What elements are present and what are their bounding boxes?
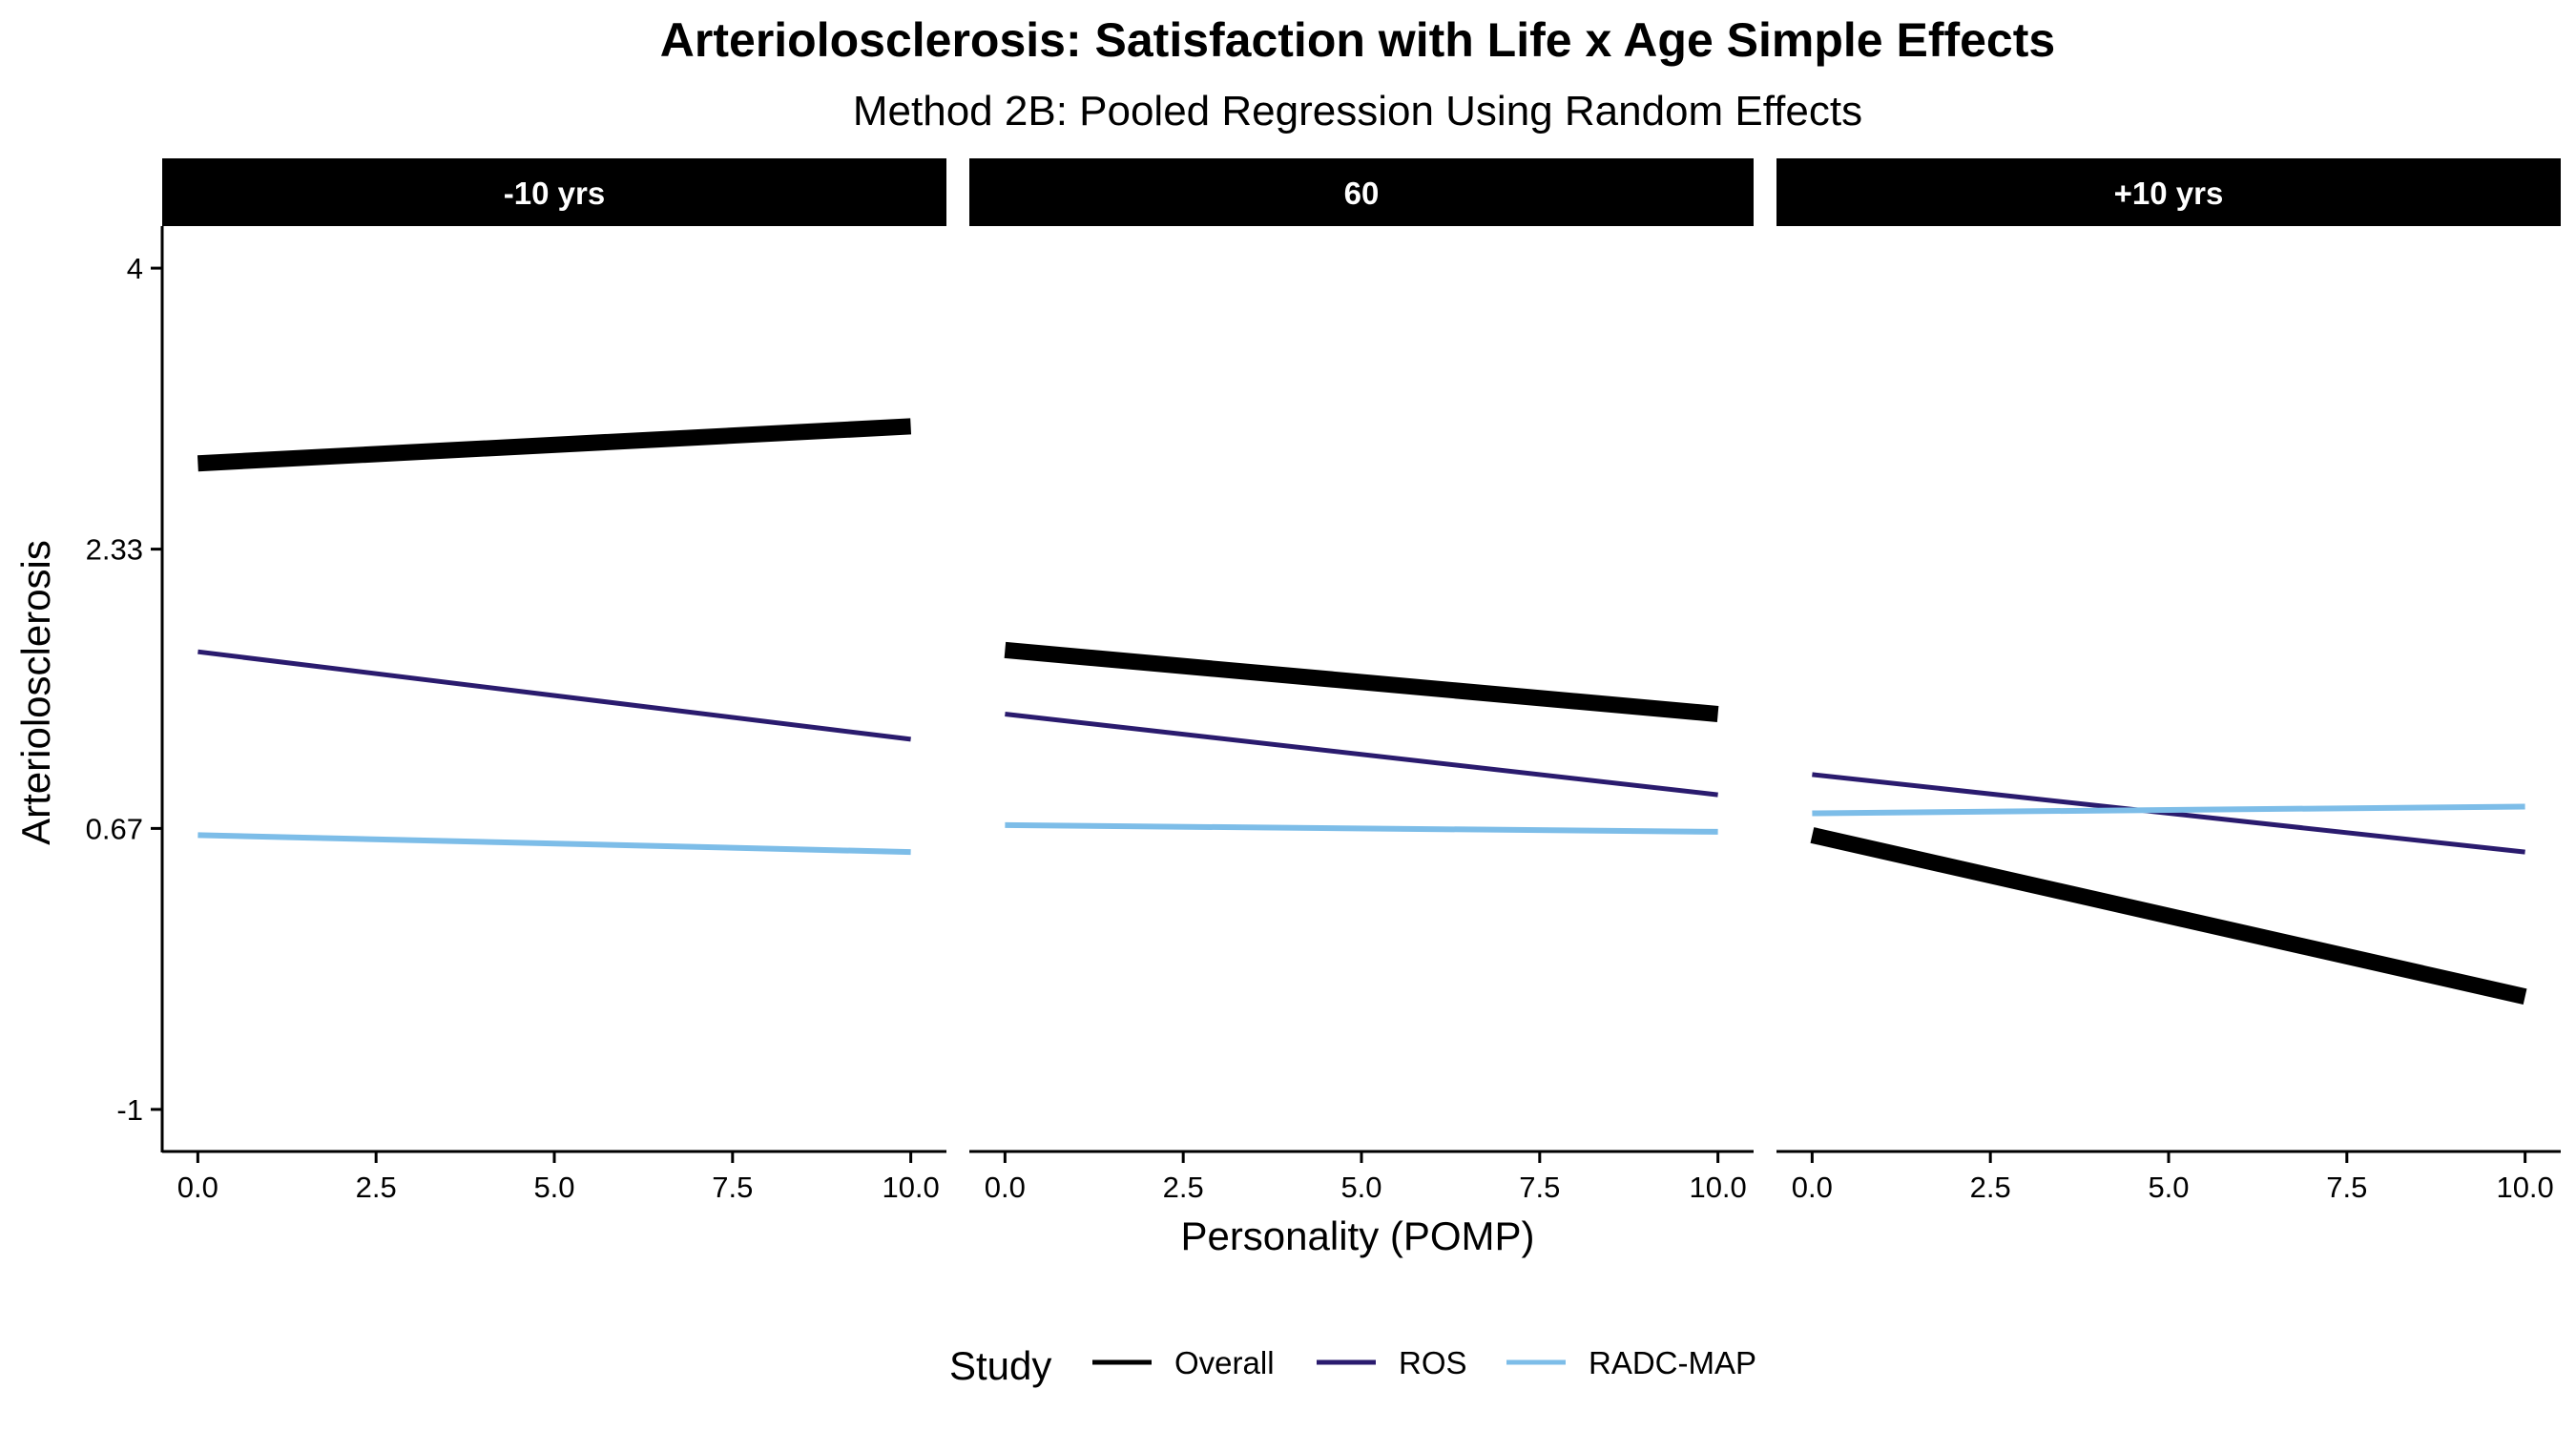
y-axis-title: Arteriolosclerosis [13,540,58,845]
chart-subtitle: Method 2B: Pooled Regression Using Rando… [853,88,1862,135]
series-line-radc-map [1812,803,2525,817]
legend-title: Study [949,1343,1051,1388]
y-tick-label: 2.33 [86,533,143,567]
x-tick-label: 5.0 [533,1171,574,1204]
series-line-radc-map [197,832,911,856]
y-axis: -1 0.67 2.33 4 [86,226,164,1152]
series-line-overall [197,418,912,472]
strip-label: -10 yrs [504,176,605,211]
panel-3: +10 yrs 0.0 2.5 5.0 7.5 10.0 [1776,158,2561,1204]
x-tick-label: 2.5 [1163,1171,1204,1204]
series-line-ros [1005,712,1718,798]
x-tick-label: 10.0 [1689,1171,1746,1204]
facet-panels: -10 yrs 0.0 2.5 5.0 7.5 10.0 60 0.0 2.5 5.0 7.5 10.… [162,158,2561,1204]
x-tick-label: 2.5 [1970,1171,2011,1204]
chart-title: Arteriolosclerosis: Satisfaction with Li… [660,13,2055,67]
x-tick-label: 0.0 [985,1171,1026,1204]
x-tick-label: 10.0 [882,1171,939,1204]
series-line-radc-map [1005,821,1718,835]
x-tick-label: 5.0 [1340,1171,1381,1204]
x-tick-label: 2.5 [356,1171,397,1204]
legend-label-radc-map: RADC-MAP [1589,1345,1756,1380]
x-tick-label: 0.0 [1792,1171,1833,1204]
y-tick-label: 4 [127,252,143,285]
strip-label: +10 yrs [2114,176,2224,211]
strip-label: 60 [1344,176,1380,211]
x-tick-label: 7.5 [712,1171,753,1204]
x-tick-label: 5.0 [2148,1171,2189,1204]
series-line-ros [197,649,911,742]
series-line-overall [1004,641,1719,722]
y-tick-label: -1 [116,1093,143,1127]
x-tick-label: 7.5 [2326,1171,2367,1204]
series-line-ros [1812,772,2525,855]
x-tick-label: 0.0 [177,1171,218,1204]
series-line-overall [1810,827,2527,1005]
panel-1: -10 yrs 0.0 2.5 5.0 7.5 10.0 [162,158,946,1204]
x-axis-title: Personality (POMP) [1180,1213,1534,1258]
y-tick-label: 0.67 [86,812,143,845]
strip-background [1776,158,2561,226]
legend-label-overall: Overall [1174,1345,1275,1380]
strip-background [162,158,946,226]
x-tick-label: 7.5 [1519,1171,1560,1204]
legend-label-ros: ROS [1399,1345,1467,1380]
x-tick-label: 10.0 [2496,1171,2553,1204]
strip-background [969,158,1754,226]
legend: Study Overall ROS RADC-MAP [949,1343,1756,1388]
panel-2: 60 0.0 2.5 5.0 7.5 10.0 [969,158,1754,1204]
